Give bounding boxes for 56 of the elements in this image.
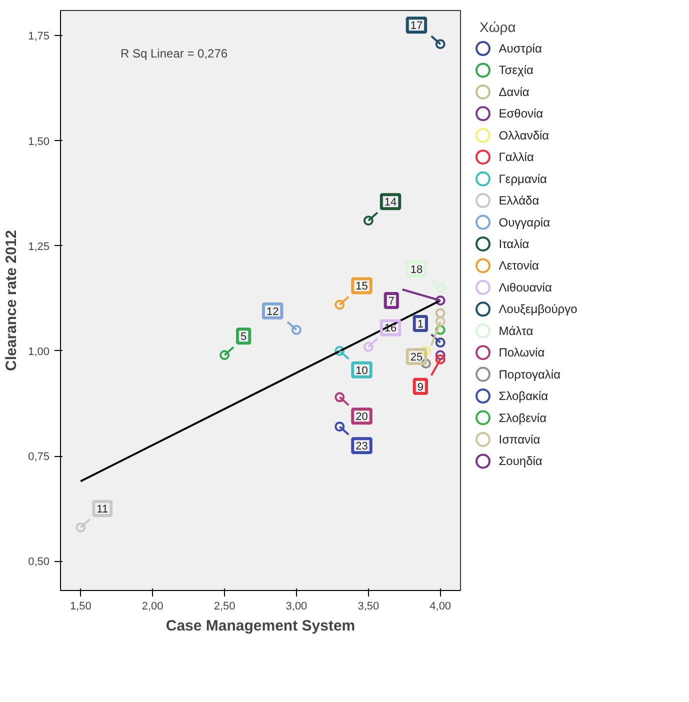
point — [435, 308, 446, 318]
annotation: 5 — [240, 331, 247, 344]
annotation: 25 — [410, 352, 423, 364]
legend-label: Λετονία — [498, 258, 540, 273]
y-axis-title: Clearance rate 2012 — [3, 230, 20, 371]
annotation: R Sq Linear = 0,276 — [120, 46, 228, 60]
legend-label: Ιταλία — [498, 236, 530, 251]
legend-label: Σουηδία — [498, 454, 542, 468]
y-tick-label: 1,75 — [28, 30, 50, 43]
annotation: 9 — [417, 381, 424, 394]
x-tick-label: 3,50 — [358, 600, 380, 612]
legend-label: Μάλτα — [498, 324, 534, 338]
y-tick-label: 1,50 — [28, 136, 50, 148]
y-tick-label: 1,00 — [28, 346, 50, 358]
legend-label: Ισπανία — [498, 432, 540, 446]
y-tick-label: 0,75 — [28, 451, 50, 464]
x-axis-title: Case Management System — [166, 618, 356, 634]
point — [420, 358, 431, 369]
legend-label: Ουγγαρία — [498, 215, 550, 230]
annotation: 12 — [266, 306, 279, 318]
y-tick-label: 0,50 — [28, 556, 50, 568]
legend-label: Τσεχία — [498, 63, 534, 78]
legend-label: Σλοβακία — [498, 389, 548, 404]
legend-label: Πορτογαλία — [498, 367, 561, 382]
legend-label: Λιθουανία — [498, 280, 552, 294]
annotation: 18 — [410, 264, 423, 276]
annotation: 1 — [417, 318, 424, 331]
legend-label: Λουξεμβούργο — [498, 302, 578, 316]
legend-label: Αυστρία — [498, 42, 542, 56]
annotation: 14 — [384, 196, 397, 209]
legend-label: Σλοβενία — [498, 410, 547, 425]
legend-label: Εσθονία — [498, 106, 544, 121]
annotation: 10 — [356, 364, 368, 377]
point — [435, 324, 446, 335]
x-tick-label: 2,50 — [214, 600, 236, 612]
y-tick-label: 1,25 — [28, 240, 50, 253]
annotation: 17 — [410, 20, 423, 32]
annotation: 20 — [356, 411, 368, 424]
legend-label: Ολλανδία — [498, 128, 550, 142]
x-tick-label: 4,00 — [430, 600, 452, 612]
annotation: 16 — [384, 322, 397, 335]
legend-title: Χώρα — [480, 18, 516, 35]
annotation: 15 — [356, 280, 368, 293]
x-tick-label: 3,00 — [286, 600, 308, 612]
annotation: 7 — [388, 296, 394, 308]
legend-label: Ελλάδα — [498, 194, 540, 208]
point — [420, 346, 431, 356]
legend-label: Πολωνία — [498, 346, 545, 360]
point — [435, 350, 446, 360]
legend-label: Δανία — [498, 84, 530, 99]
annotation: 11 — [96, 503, 108, 516]
legend-label: Γερμανία — [498, 172, 548, 186]
annotation: 23 — [356, 440, 368, 453]
x-tick-label: 2,00 — [142, 600, 164, 612]
x-tick-label: 1,50 — [70, 600, 92, 612]
legend-label: Γαλλία — [498, 150, 534, 164]
